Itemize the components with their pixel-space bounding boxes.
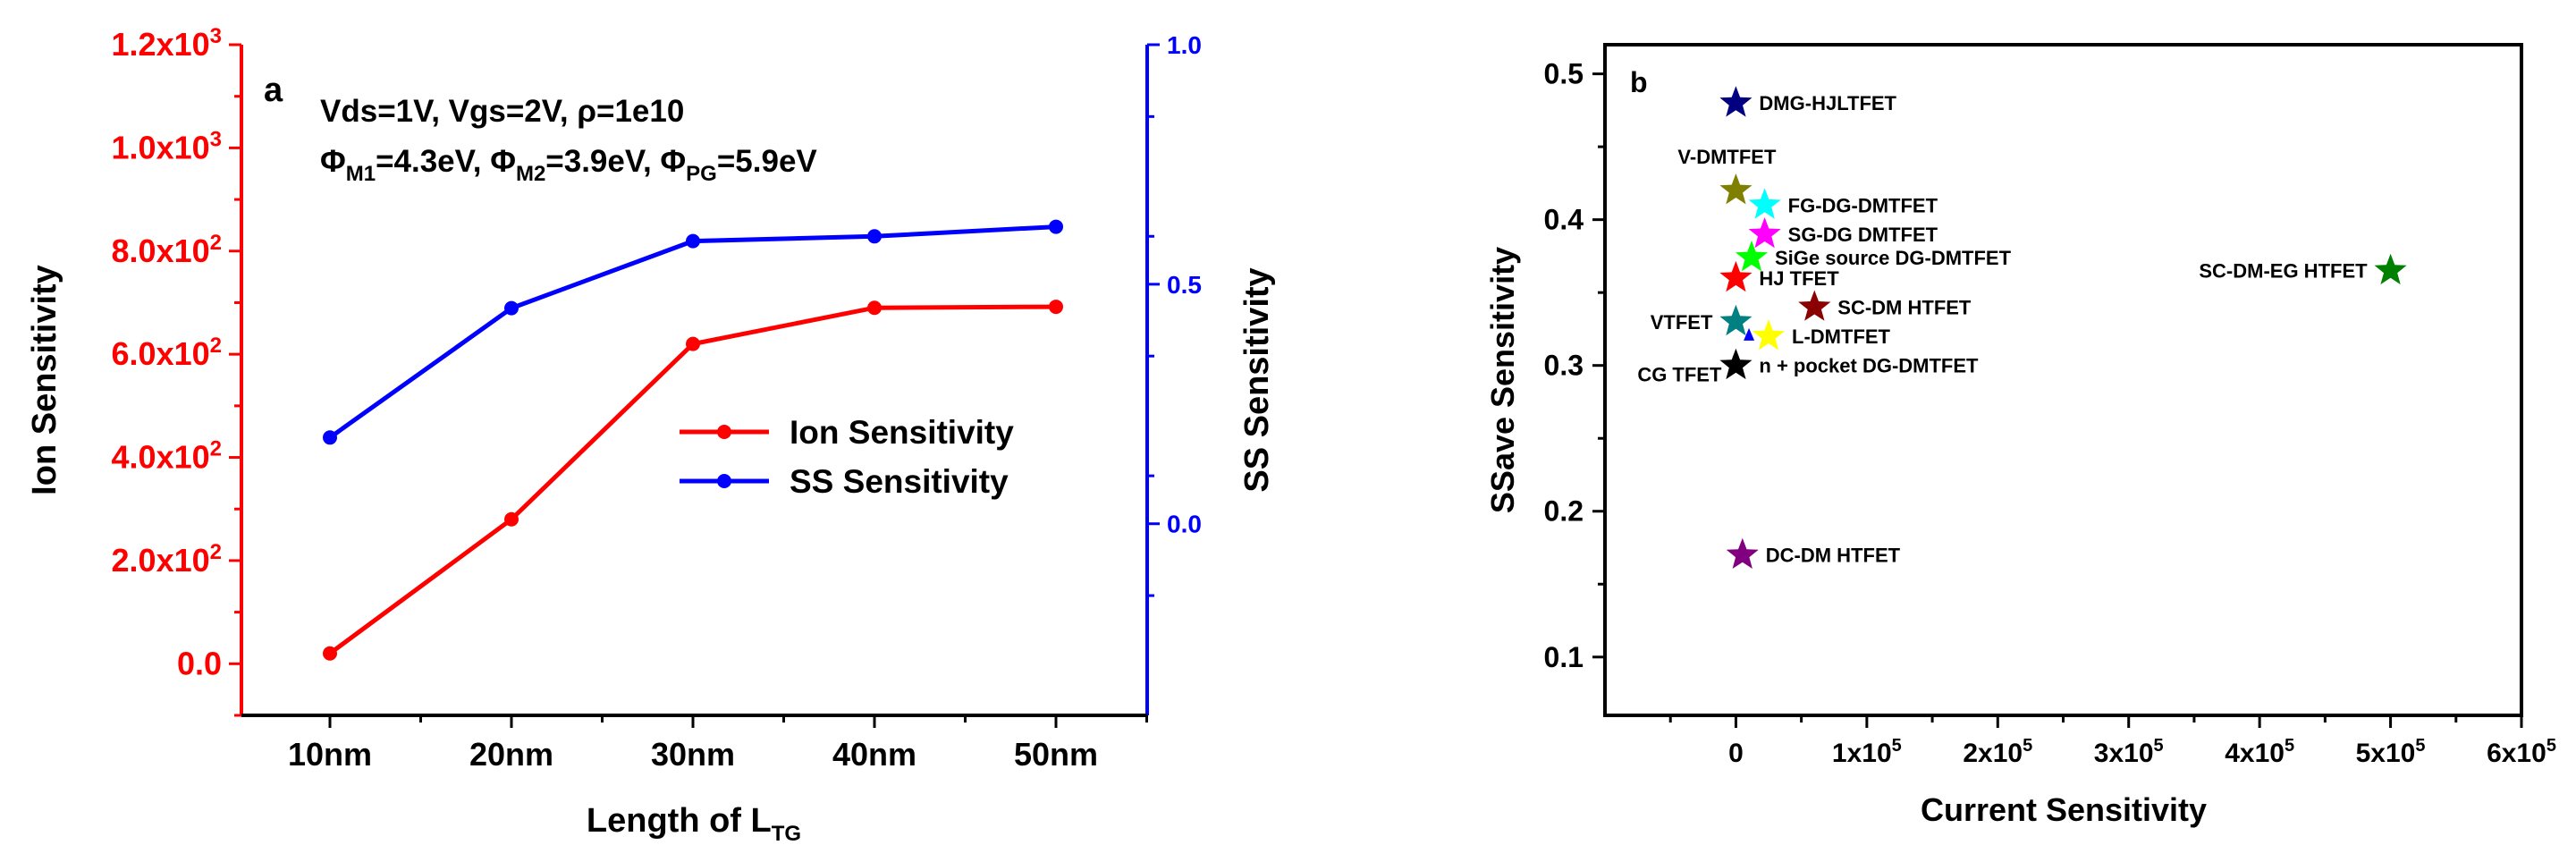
x-axis-label: Current Sensitivity <box>1921 791 2207 828</box>
x-tick-label: 2x105 <box>1963 736 2032 768</box>
scatter-point-label: n + pocket DG-DMTFET <box>1759 355 1979 377</box>
left-tick-label: 4.0x102 <box>112 437 222 476</box>
panel-label-a: a <box>264 72 283 109</box>
scatter-point-label: SC-DM HTFET <box>1837 296 1972 318</box>
scatter-star-marker <box>1726 537 1759 569</box>
y-tick-label: 0.1 <box>1544 641 1584 673</box>
series-group <box>323 219 1063 661</box>
right-tick-label: 0.0 <box>1167 511 1202 538</box>
scatter-triangle-marker <box>1744 327 1755 341</box>
x-tick-label: 6x105 <box>2487 736 2556 768</box>
scatter-star-marker <box>1798 290 1831 321</box>
scatter-star-marker <box>1719 260 1753 292</box>
x-tick-label: 50nm <box>1014 736 1098 773</box>
data-point <box>867 229 882 244</box>
left-tick-label: 1.2x103 <box>112 24 222 63</box>
right-tick-label: 1.0 <box>1167 31 1202 59</box>
annotation-line-1: Vds=1V, Vgs=2V, ρ=1e10 <box>320 94 684 129</box>
data-point <box>867 300 882 316</box>
x-tick-label: 10nm <box>288 736 372 773</box>
scatter-point-label: SG-DG DMTFET <box>1788 224 1938 246</box>
scatter-star-marker <box>1719 304 1753 336</box>
series-line <box>328 224 1057 440</box>
data-point <box>504 300 519 316</box>
scatter-point-label: CG TFET <box>1637 364 1722 386</box>
y-axis-label-right: SS Sensitivity <box>1238 267 1276 492</box>
left-tick-label: 1.0x103 <box>112 127 222 165</box>
data-point <box>686 336 700 351</box>
data-point <box>504 511 519 527</box>
data-point <box>323 430 337 445</box>
data-point <box>686 233 700 249</box>
x-tick-label: 30nm <box>651 736 735 773</box>
x-tick-label: 1x105 <box>1832 736 1902 768</box>
legend-label-ion: Ion Sensitivity <box>790 414 1014 451</box>
legend-marker-ss <box>717 474 731 488</box>
y-tick-label: 0.2 <box>1544 495 1584 528</box>
scatter-star-marker <box>1719 86 1753 117</box>
scatter-point-label: DMG-HJLTFET <box>1759 92 1896 114</box>
y-axis-label-left: Ion Sensitivity <box>26 265 63 495</box>
scatter-star-marker <box>1735 241 1769 272</box>
y-axis-ticks: 0.1 0.2 0.3 0.4 0.5 <box>1544 58 1605 673</box>
scatter-star-marker <box>1748 217 1781 249</box>
data-point <box>323 646 337 661</box>
legend-label-ss: SS Sensitivity <box>790 463 1009 500</box>
scatter-point-label: SC-DM-EG HTFET <box>2199 260 2368 283</box>
x-axis-ticks: 0 1x105 2x105 3x105 4x105 5x105 6x105 <box>1668 715 2556 768</box>
scatter-star-marker <box>1753 319 1786 351</box>
right-tick-label: 0.5 <box>1167 271 1202 299</box>
left-tick-label: 8.0x102 <box>112 231 222 269</box>
x-axis-label: Length of LTG <box>587 802 801 846</box>
y-tick-label: 0.4 <box>1544 204 1584 236</box>
left-tick-label: 0.0 <box>177 645 222 681</box>
scatter-star-marker <box>1748 188 1781 219</box>
x-tick-label: 0 <box>1728 739 1744 768</box>
y-axis-label: SSave Sensitivity <box>1484 247 1521 513</box>
panel-label-b: b <box>1630 66 1648 98</box>
x-tick-label: 3x105 <box>2094 736 2164 768</box>
left-tick-label: 6.0x102 <box>112 334 222 372</box>
chart-panel-b: 0 1x105 2x105 3x105 4x105 5x105 6x105 0.10.20.… <box>1484 43 2556 828</box>
scatter-point-label: L-DMTFET <box>1792 325 1891 348</box>
y-tick-label: 0.5 <box>1544 58 1584 90</box>
legend-marker-ion <box>717 425 731 439</box>
scatter-point-label: SiGe source DG-DMTFET <box>1775 247 2012 269</box>
chart-panel-a: 0.0 2.0x102 4.0x102 6.0x102 8.0x102 1.0x103 1.… <box>26 24 1276 846</box>
scatter-point-label: DC-DM HTFET <box>1766 545 1901 567</box>
scatter-point-label: V-DMTFET <box>1677 146 1777 168</box>
scatter-star-marker <box>1719 348 1753 380</box>
scatter-point-label: FG-DG-DMTFET <box>1788 194 1938 216</box>
right-axis-ticks: 0.0 0.5 1.0 <box>1147 31 1202 597</box>
scatter-star-marker <box>1719 173 1753 205</box>
scatter-point-label: VTFET <box>1651 311 1713 334</box>
y-tick-label: 0.3 <box>1544 350 1584 382</box>
x-axis-ticks: 10nm 20nm 30nm 40nm 50nm <box>288 715 1148 773</box>
scatter-point-label: HJ TFET <box>1759 267 1839 290</box>
scatter-points: DMG-HJLTFET V-DMTFET FG-DG-DMTFET SG-DG DMT… <box>1637 86 2407 569</box>
data-point <box>1049 219 1063 234</box>
scatter-star-marker <box>2374 253 2407 285</box>
left-tick-label: 2.0x102 <box>112 540 222 579</box>
annotation-line-2: ΦM1​=4.3eV, ΦM2​=3.9eV, ΦPG​=5.9eV <box>320 144 817 186</box>
x-tick-label: 40nm <box>832 736 916 773</box>
x-tick-label: 20nm <box>469 736 553 773</box>
data-point <box>1049 300 1063 315</box>
left-axis-ticks: 0.0 2.0x102 4.0x102 6.0x102 8.0x102 1.0x103 1.… <box>112 24 241 717</box>
legend: Ion Sensitivity SS Sensitivity <box>680 414 1014 500</box>
x-tick-label: 4x105 <box>2225 736 2294 768</box>
x-tick-label: 5x105 <box>2356 736 2426 768</box>
